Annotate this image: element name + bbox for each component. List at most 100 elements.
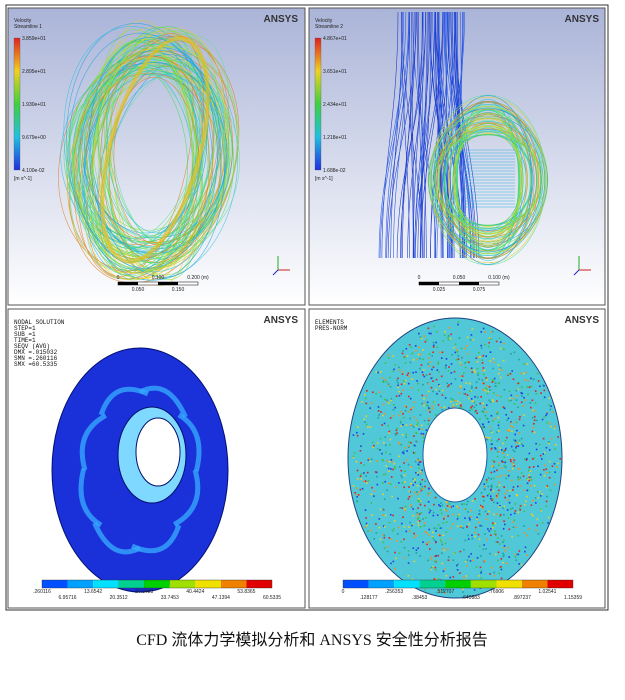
blade	[172, 469, 201, 527]
noise	[424, 531, 427, 533]
noise	[483, 483, 486, 486]
noise	[367, 480, 370, 482]
noise	[407, 554, 410, 556]
noise	[377, 416, 380, 419]
noise	[423, 397, 425, 400]
noise	[489, 426, 491, 429]
noise	[379, 437, 382, 440]
noise	[476, 516, 478, 519]
noise	[463, 388, 466, 391]
noise	[444, 592, 446, 594]
noise	[498, 484, 501, 487]
noise	[457, 515, 459, 518]
noise	[404, 508, 406, 510]
noise	[479, 505, 482, 508]
noise	[400, 383, 403, 386]
noise	[403, 462, 405, 464]
noise	[385, 444, 387, 446]
noise	[537, 533, 540, 535]
noise	[494, 382, 497, 384]
noise	[368, 457, 370, 460]
noise	[505, 489, 508, 492]
noise	[483, 560, 486, 562]
noise	[466, 394, 469, 396]
noise	[514, 433, 517, 436]
noise	[396, 432, 398, 435]
noise	[419, 461, 422, 463]
noise	[559, 457, 562, 460]
noise	[519, 416, 521, 418]
noise	[421, 478, 424, 481]
noise	[388, 432, 390, 434]
noise	[394, 467, 396, 470]
noise	[499, 447, 501, 449]
noise	[384, 473, 387, 476]
noise	[390, 458, 393, 461]
noise	[506, 419, 508, 422]
noise	[423, 402, 426, 404]
hub	[135, 417, 181, 487]
noise	[459, 361, 462, 364]
noise	[483, 406, 485, 409]
noise	[405, 459, 408, 461]
noise	[463, 503, 465, 505]
noise	[444, 397, 447, 399]
blade	[177, 412, 202, 472]
noise	[391, 460, 393, 463]
noise	[503, 505, 505, 508]
noise	[462, 527, 465, 529]
noise	[490, 527, 492, 530]
noise	[517, 382, 519, 385]
noise	[404, 379, 407, 382]
noise	[484, 389, 487, 392]
noise	[518, 563, 520, 565]
noise	[546, 421, 548, 424]
noise	[459, 572, 461, 574]
noise	[387, 383, 390, 385]
streamline	[83, 54, 220, 270]
noise	[456, 525, 459, 528]
noise	[540, 508, 542, 511]
noise	[419, 481, 421, 484]
noise	[457, 323, 459, 326]
noise	[423, 375, 426, 378]
noise	[394, 434, 397, 436]
noise	[520, 472, 523, 474]
noise	[392, 404, 395, 406]
noise	[504, 550, 507, 552]
noise	[468, 517, 471, 519]
color-bar-segment	[445, 580, 471, 588]
noise	[412, 451, 415, 454]
noise	[479, 402, 481, 405]
streamline	[436, 117, 540, 243]
noise	[545, 486, 548, 488]
noise	[383, 412, 386, 415]
noise	[365, 517, 367, 519]
noise	[545, 468, 548, 470]
noise	[428, 528, 431, 531]
noise	[435, 559, 437, 562]
noise	[437, 533, 440, 536]
noise	[507, 417, 510, 420]
noise	[556, 466, 558, 468]
noise	[500, 535, 503, 537]
noise	[382, 403, 385, 406]
noise	[408, 441, 410, 443]
noise	[501, 460, 503, 462]
noise	[488, 399, 490, 402]
noise	[383, 547, 386, 549]
noise	[417, 421, 419, 424]
noise	[403, 546, 406, 549]
noise	[468, 361, 470, 364]
noise	[526, 362, 529, 365]
streamline	[87, 33, 204, 277]
noise	[488, 341, 490, 344]
noise	[420, 337, 423, 340]
noise	[543, 474, 546, 477]
noise	[465, 503, 468, 506]
noise	[534, 390, 537, 392]
noise	[539, 385, 541, 388]
noise	[509, 508, 512, 510]
noise	[464, 539, 467, 542]
noise	[407, 463, 410, 466]
